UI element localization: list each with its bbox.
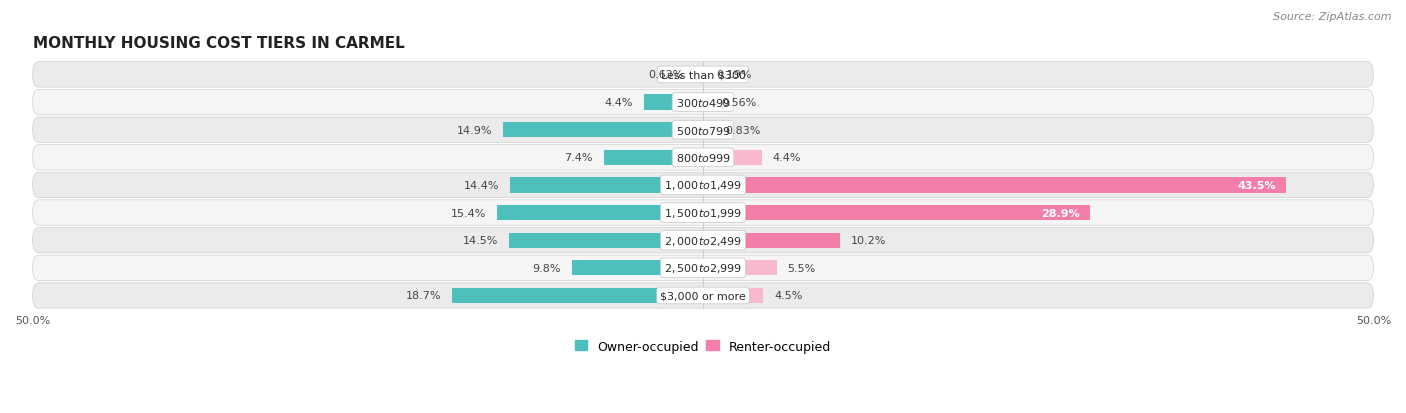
Bar	[703, 206, 1091, 221]
Bar	[695, 68, 703, 83]
Bar	[703, 123, 714, 138]
Text: $3,000 or more: $3,000 or more	[661, 291, 745, 301]
Bar	[703, 288, 763, 303]
Bar	[703, 68, 706, 83]
FancyBboxPatch shape	[32, 145, 1374, 171]
Text: 10.2%: 10.2%	[851, 236, 886, 246]
Bar	[510, 178, 703, 193]
FancyBboxPatch shape	[32, 283, 1374, 309]
Text: 4.4%: 4.4%	[773, 153, 801, 163]
Bar	[496, 206, 703, 221]
Text: MONTHLY HOUSING COST TIERS IN CARMEL: MONTHLY HOUSING COST TIERS IN CARMEL	[32, 36, 405, 50]
Legend: Owner-occupied, Renter-occupied: Owner-occupied, Renter-occupied	[569, 335, 837, 358]
Text: 14.4%: 14.4%	[464, 180, 499, 190]
Bar	[503, 123, 703, 138]
FancyBboxPatch shape	[32, 62, 1374, 88]
Bar	[703, 261, 776, 276]
Bar	[603, 150, 703, 166]
Text: 7.4%: 7.4%	[565, 153, 593, 163]
Text: 15.4%: 15.4%	[450, 208, 486, 218]
Bar	[644, 95, 703, 110]
FancyBboxPatch shape	[32, 118, 1374, 143]
Text: 14.5%: 14.5%	[463, 236, 498, 246]
Text: 4.4%: 4.4%	[605, 98, 633, 108]
Bar	[703, 233, 839, 248]
FancyBboxPatch shape	[32, 200, 1374, 226]
Text: $500 to $799: $500 to $799	[675, 124, 731, 136]
Text: 28.9%: 28.9%	[1040, 208, 1080, 218]
Bar	[509, 233, 703, 248]
Text: 18.7%: 18.7%	[406, 291, 441, 301]
Text: Source: ZipAtlas.com: Source: ZipAtlas.com	[1274, 12, 1392, 22]
Text: 43.5%: 43.5%	[1237, 180, 1275, 190]
Text: 0.56%: 0.56%	[721, 98, 756, 108]
FancyBboxPatch shape	[32, 256, 1374, 281]
Text: $1,500 to $1,999: $1,500 to $1,999	[664, 206, 742, 220]
Bar	[572, 261, 703, 276]
Text: 0.19%: 0.19%	[716, 70, 752, 80]
Text: Less than $300: Less than $300	[661, 70, 745, 80]
Bar	[453, 288, 703, 303]
Text: 9.8%: 9.8%	[533, 263, 561, 273]
Text: 5.5%: 5.5%	[787, 263, 815, 273]
Text: 4.5%: 4.5%	[775, 291, 803, 301]
Bar	[703, 178, 1286, 193]
FancyBboxPatch shape	[32, 173, 1374, 198]
Text: 0.63%: 0.63%	[648, 70, 683, 80]
Text: 0.83%: 0.83%	[725, 126, 761, 135]
Text: 14.9%: 14.9%	[457, 126, 492, 135]
Bar	[703, 95, 710, 110]
Text: $2,500 to $2,999: $2,500 to $2,999	[664, 262, 742, 275]
Text: $300 to $499: $300 to $499	[675, 97, 731, 109]
FancyBboxPatch shape	[32, 228, 1374, 253]
Text: $800 to $999: $800 to $999	[675, 152, 731, 164]
Text: $1,000 to $1,499: $1,000 to $1,499	[664, 179, 742, 192]
Text: $2,000 to $2,499: $2,000 to $2,499	[664, 234, 742, 247]
FancyBboxPatch shape	[32, 90, 1374, 116]
Bar	[703, 150, 762, 166]
